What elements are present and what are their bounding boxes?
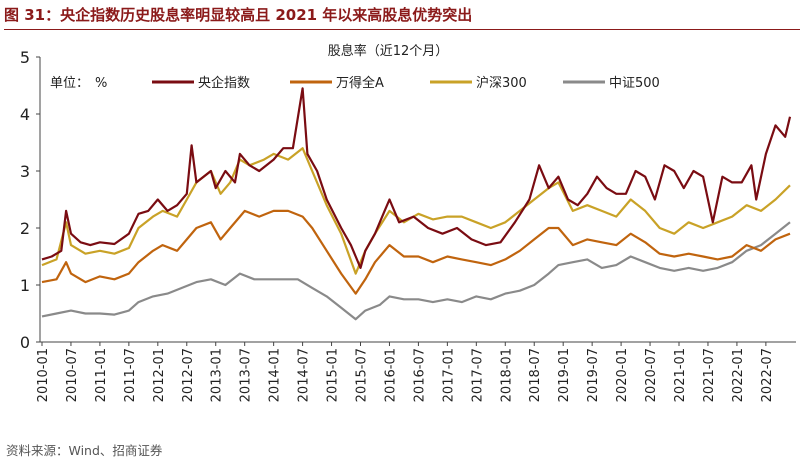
y-tick-label: 0 (20, 333, 30, 352)
x-tick-label: 2011-01 (94, 348, 109, 402)
x-tick-label: 2020-07 (644, 348, 659, 402)
title-divider (4, 29, 800, 30)
series-line-1 (41, 87, 792, 269)
x-tick-label: 2012-07 (181, 348, 196, 402)
x-tick-label: 2012-01 (152, 348, 167, 402)
legend-item-2: 万得全A (290, 75, 384, 91)
series-line-3 (41, 147, 791, 275)
unit-value: % (95, 76, 107, 91)
legend-label: 中证500 (609, 76, 660, 91)
x-tick-label: 2015-07 (355, 348, 370, 402)
x-tick-label: 2017-07 (470, 348, 485, 402)
x-tick-label: 2013-07 (239, 348, 254, 402)
x-tick-label: 2018-07 (528, 348, 543, 402)
x-tick-label: 2022-07 (760, 348, 775, 402)
y-tick-label: 1 (20, 276, 30, 295)
x-tick-label: 2014-07 (297, 348, 312, 402)
x-tick-label: 2022-01 (731, 348, 746, 402)
legend: 央企指数 万得全A 沪深300 中证500 (152, 75, 660, 91)
series-line-2 (41, 209, 791, 295)
figure-title: 图 31：央企指数历史股息率明显较高且 2021 年以来高股息优势突出 (4, 6, 473, 24)
x-tick-label: 2020-01 (615, 348, 630, 402)
x-tick-label: 2014-01 (268, 348, 283, 402)
dividend-yield-line-chart: 0 1 2 3 4 5 2010-01 2010-07 2011-01 2011-07 2012-… (20, 43, 796, 402)
x-tick-label: 2015-01 (326, 348, 341, 402)
x-tick-label: 2010-01 (36, 348, 51, 402)
legend-item-4: 中证500 (563, 76, 660, 91)
x-tick-label: 2019-01 (557, 348, 572, 402)
y-ticks-group: 0 1 2 3 4 5 (20, 48, 40, 352)
chart-title: 股息率（近12个月） (328, 43, 449, 59)
x-tick-label: 2018-01 (499, 348, 514, 402)
x-ticks-group: 2010-01 2010-07 2011-01 2011-07 2012-01 2012-… (36, 342, 775, 402)
x-tick-label: 2011-07 (123, 348, 138, 402)
x-tick-label: 2010-07 (65, 348, 80, 402)
x-tick-label: 2021-07 (702, 348, 717, 402)
y-tick-label: 3 (20, 162, 30, 181)
legend-label: 沪深300 (476, 75, 527, 91)
x-tick-label: 2013-01 (210, 348, 225, 402)
legend-item-3: 沪深300 (430, 75, 527, 91)
legend-item-1: 央企指数 (152, 75, 250, 91)
unit-label-text: 单位： (50, 76, 89, 91)
y-tick-label: 2 (20, 219, 30, 238)
x-tick-label: 2017-01 (441, 348, 456, 402)
unit-label: 单位：% (50, 76, 107, 91)
y-tick-label: 5 (20, 48, 30, 67)
legend-label: 央企指数 (198, 75, 250, 91)
source-note: 资料来源：Wind、招商证券 (6, 443, 163, 458)
y-tick-label: 4 (20, 105, 30, 124)
series-lines-group (41, 87, 792, 321)
x-tick-label: 2021-01 (673, 348, 688, 402)
legend-label: 万得全A (336, 75, 384, 91)
series-line-4 (41, 221, 791, 321)
x-tick-label: 2019-07 (586, 348, 601, 402)
x-tick-label: 2016-07 (412, 348, 427, 402)
x-tick-label: 2016-01 (383, 348, 398, 402)
